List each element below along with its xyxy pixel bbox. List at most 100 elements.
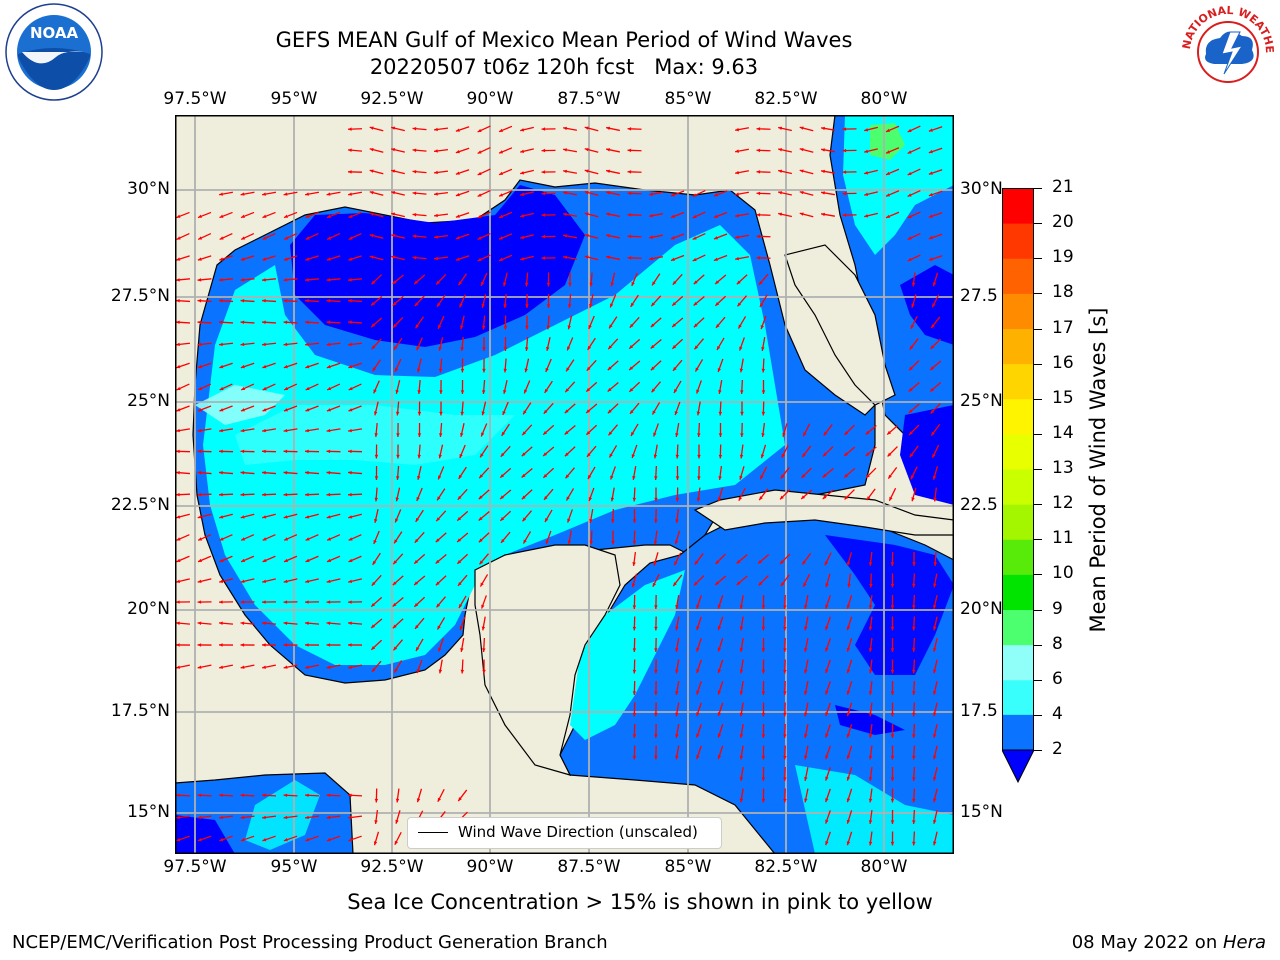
wave-vector [650, 360, 662, 371]
wave-vector [717, 745, 724, 760]
wave-vector [671, 295, 684, 307]
wave-vector [825, 638, 831, 652]
wave-vector [907, 254, 921, 262]
wave-vector [911, 272, 916, 287]
wave-vector [933, 659, 938, 674]
wave-vector [606, 126, 620, 132]
wave-vector [739, 680, 744, 696]
wave-vector [457, 789, 468, 802]
wave-vector [503, 358, 507, 373]
wave-vector [734, 256, 750, 261]
wave-vector [283, 815, 298, 820]
wave-vector [933, 788, 938, 803]
wave-vector [568, 272, 572, 287]
colorbar-tick-mark [1034, 714, 1042, 716]
wave-vector [326, 555, 341, 563]
wave-vector [498, 168, 513, 176]
wave-vector [736, 575, 748, 586]
wave-vector [562, 148, 578, 153]
wave-vector [846, 552, 853, 566]
wave-vector [175, 299, 191, 303]
wave-vector [630, 294, 639, 308]
wave-vector [197, 211, 212, 219]
colorbar-segment [1002, 609, 1034, 646]
wave-vector [912, 745, 916, 760]
wave-vector [912, 723, 916, 739]
wave-vector [799, 190, 814, 196]
wave-vector [503, 272, 508, 287]
wave-vector [717, 724, 724, 738]
wave-vector [456, 510, 469, 522]
wave-vector [391, 148, 405, 153]
wave-vector [283, 555, 298, 563]
lon-tick-bottom: 87.5°W [557, 857, 621, 877]
lon-tick-bottom: 95°W [270, 857, 318, 877]
wave-vector [261, 342, 277, 347]
wave-vector [758, 575, 769, 586]
wave-vector [477, 189, 491, 198]
colorbar-segment [1002, 328, 1034, 365]
wave-vector [761, 336, 766, 352]
graticule [175, 115, 954, 854]
wave-vector [630, 423, 639, 437]
wave-vector [761, 745, 766, 760]
wave-vector [541, 170, 556, 174]
nws-logo: NATIONAL WEATHER SERVICE [1174, 0, 1278, 102]
wave-vector [395, 487, 401, 502]
wave-vector [437, 788, 445, 803]
wave-vector [799, 147, 814, 153]
wave-vector [433, 234, 449, 239]
wave-vector [481, 595, 487, 609]
wave-vector [739, 337, 745, 351]
wave-vector [544, 380, 553, 394]
lon-tick-bottom: 97.5°W [163, 857, 227, 877]
wave-vector [416, 337, 423, 351]
wave-vector [715, 316, 726, 329]
wave-vector [567, 509, 573, 523]
wave-vector [414, 617, 425, 630]
wave-vector [240, 191, 255, 196]
lat-tick-right: 20°N [960, 599, 1003, 619]
wave-vector [718, 465, 723, 481]
wave-vector [218, 793, 234, 798]
wave-vector [564, 467, 576, 479]
wave-vector [911, 294, 917, 308]
wave-vector [219, 664, 233, 669]
colorbar-tick-label: 21 [1052, 177, 1074, 197]
lat-tick-left: 30°N [127, 179, 170, 199]
wave-vector [825, 831, 831, 846]
wave-vector [584, 169, 599, 175]
wave-vector [885, 211, 900, 219]
wave-vector [890, 659, 895, 674]
wave-vector [885, 125, 900, 133]
wave-vector [414, 295, 425, 307]
wave-vector [197, 405, 212, 412]
wave-vector [262, 211, 276, 219]
colorbar-tick-label: 13 [1052, 458, 1074, 478]
wave-vector [477, 211, 491, 219]
wave-vector [261, 278, 277, 282]
wave-vector [589, 272, 593, 287]
wave-vector [521, 510, 533, 522]
wave-vector [370, 639, 383, 651]
wave-vector [369, 233, 384, 239]
sea-ice-note: Sea Ice Concentration > 15% is shown in … [347, 890, 933, 914]
wave-vector [477, 146, 491, 155]
wave-vector [670, 254, 685, 262]
wave-vector [482, 336, 486, 352]
wave-vector [628, 381, 641, 393]
wave-vector [433, 256, 449, 261]
wave-vector [283, 255, 298, 261]
wave-vector [673, 380, 682, 394]
wave-vector [439, 379, 443, 395]
lon-tick-bottom: 90°W [466, 857, 514, 877]
wave-vector [780, 467, 790, 479]
wave-vector [240, 835, 255, 842]
wave-vector [758, 488, 769, 501]
wave-vector [692, 211, 706, 219]
wave-vector [392, 274, 404, 285]
wave-vector [499, 510, 512, 522]
wave-vector [868, 702, 873, 717]
wave-vector [717, 702, 724, 717]
wave-vector [414, 531, 425, 544]
